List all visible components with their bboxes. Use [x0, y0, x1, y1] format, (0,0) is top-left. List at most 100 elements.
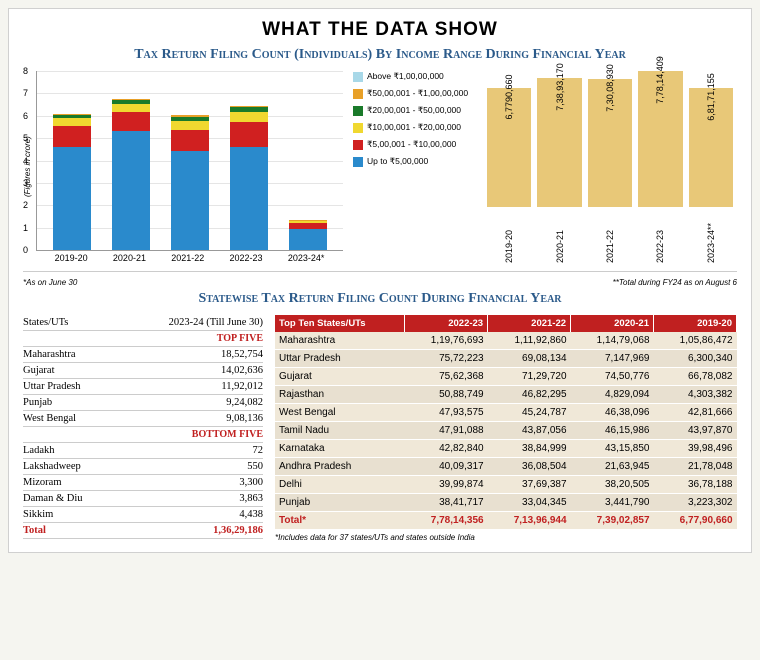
legend-label: Above ₹1,00,00,000	[367, 71, 444, 82]
legend-item: ₹20,00,001 - ₹50,00,000	[353, 105, 473, 116]
legend-item: Up to ₹5,00,000	[353, 156, 473, 167]
left-table: States/UTs2023-24 (Till June 30) TOP FIV…	[23, 315, 263, 542]
bar-segment	[171, 121, 209, 130]
y-tick: 4	[23, 156, 28, 166]
y-tick: 7	[23, 88, 28, 98]
legend-swatch	[353, 157, 363, 167]
x-label: 2021-22	[171, 253, 204, 263]
bar-segment	[230, 122, 268, 147]
table-row: West Bengal9,08,136	[23, 411, 263, 427]
top-charts-section: (Figures in crore) 012345678 2019-20 2020…	[23, 71, 737, 272]
table-row: Uttar Pradesh75,72,22369,08,1347,147,969…	[275, 350, 737, 368]
totals-bar: 6,81,71,155	[689, 88, 733, 207]
lt-h2: 2023-24 (Till June 30)	[116, 315, 263, 331]
bottom-five-label: BOTTOM FIVE	[23, 427, 263, 443]
bar-segment	[171, 130, 209, 151]
table-row: Punjab9,24,082	[23, 395, 263, 411]
bar-segment	[53, 147, 91, 251]
table-row: Ladakh72	[23, 443, 263, 459]
lt-h1: States/UTs	[23, 315, 116, 331]
stacked-bar	[289, 220, 327, 250]
totals-value: 7,78,14,409	[655, 56, 665, 104]
tables-section: States/UTs2023-24 (Till June 30) TOP FIV…	[23, 315, 737, 542]
table-row: Rajasthan50,88,74946,82,2954,829,0944,30…	[275, 386, 737, 404]
y-tick: 6	[23, 111, 28, 121]
table-row: Delhi39,99,87437,69,38738,20,50536,78,18…	[275, 476, 737, 494]
totals-bar-col: 7,38,93,170 2020-21	[537, 78, 581, 263]
infographic-container: WHAT THE DATA SHOW Tax Return Filing Cou…	[8, 8, 752, 553]
stacked-bar	[53, 114, 91, 250]
totals-chart-wrapper: 6,7790,660 2019-20 7,38,93,170 2020-21 7,30,…	[483, 71, 737, 263]
totals-bar: 7,30,08,930	[588, 79, 632, 207]
legend-swatch	[353, 123, 363, 133]
stacked-bar	[230, 106, 268, 250]
stacked-bar	[112, 99, 150, 250]
totals-bar-col: 7,30,08,930 2021-22	[588, 79, 632, 263]
x-label: 2023-24*	[288, 253, 325, 263]
table-row: Daman & Diu3,863	[23, 491, 263, 507]
totals-bar: 6,7790,660	[487, 88, 531, 207]
note-right: **Total during FY24 as on August 6	[613, 278, 737, 287]
y-tick: 3	[23, 178, 28, 188]
totals-bar: 7,78,14,409	[638, 71, 682, 207]
y-tick: 8	[23, 66, 28, 76]
rt-header: 2020-21	[571, 315, 654, 332]
y-tick: 0	[23, 245, 28, 255]
rt-header: Top Ten States/UTs	[275, 315, 405, 332]
lt-total-label: Total	[23, 523, 116, 539]
right-table-footnote: *Includes data for 37 states/UTs and sta…	[275, 533, 737, 542]
table-row: Tamil Nadu47,91,08843,87,05646,15,98643,…	[275, 422, 737, 440]
totals-bar-col: 6,7790,660 2019-20	[487, 88, 531, 263]
bar-segment	[53, 118, 91, 126]
chart-legend: Above ₹1,00,00,000 ₹50,00,001 - ₹1,00,00,…	[353, 71, 473, 263]
bar-segment	[289, 229, 327, 250]
legend-item: Above ₹1,00,00,000	[353, 71, 473, 82]
totals-bar: 7,38,93,170	[537, 78, 581, 207]
table-row: Mizoram3,300	[23, 475, 263, 491]
x-label: 2019-20	[55, 253, 88, 263]
stacked-bar	[171, 115, 209, 250]
legend-label: ₹10,00,001 - ₹20,00,000	[367, 122, 461, 133]
table-row: Lakshadweep550	[23, 459, 263, 475]
bar-segment	[171, 151, 209, 250]
main-title: WHAT THE DATA SHOW	[23, 19, 737, 41]
top-five-label: TOP FIVE	[23, 331, 263, 347]
y-axis-label: (Figures in crore)	[23, 71, 32, 263]
chart-footnotes: *As on June 30 **Total during FY24 as on…	[23, 278, 737, 287]
legend-item: ₹50,00,001 - ₹1,00,00,000	[353, 88, 473, 99]
rt-header: 2019-20	[654, 315, 737, 332]
totals-value: 7,30,08,930	[605, 64, 615, 112]
rt-header: 2021-22	[488, 315, 571, 332]
note-left: *As on June 30	[23, 278, 77, 287]
legend-swatch	[353, 89, 363, 99]
x-axis-labels: 2019-202020-212021-222022-232023-24*	[36, 251, 343, 263]
table-row: Maharashtra1,19,76,6931,11,92,8601,14,79…	[275, 332, 737, 350]
table-row: Karnataka42,82,84038,84,99943,15,85039,9…	[275, 440, 737, 458]
bar-segment	[112, 112, 150, 131]
legend-item: ₹10,00,001 - ₹20,00,000	[353, 122, 473, 133]
totals-label: 2019-20	[504, 211, 514, 263]
table-row: Andhra Pradesh40,09,31736,08,50421,63,94…	[275, 458, 737, 476]
stacked-chart-wrapper: (Figures in crore) 012345678 2019-20 2020…	[23, 71, 343, 263]
table-row: Uttar Pradesh11,92,012	[23, 379, 263, 395]
table-row: Maharashtra18,52,754	[23, 347, 263, 363]
legend-item: ₹5,00,001 - ₹10,00,000	[353, 139, 473, 150]
table-row: West Bengal47,93,57545,24,78746,38,09642…	[275, 404, 737, 422]
legend-swatch	[353, 140, 363, 150]
totals-label: 2021-22	[605, 211, 615, 263]
stacked-chart: 012345678	[36, 71, 343, 251]
totals-chart: 6,7790,660 2019-20 7,38,93,170 2020-21 7,30,…	[483, 73, 737, 263]
bar-segment	[230, 147, 268, 251]
totals-value: 6,81,71,155	[706, 73, 716, 121]
lt-total-val: 1,36,29,186	[116, 523, 263, 539]
totals-label: 2020-21	[555, 211, 565, 263]
table-row: Gujarat14,02,636	[23, 363, 263, 379]
table-row: Sikkim4,438	[23, 507, 263, 523]
x-label: 2020-21	[113, 253, 146, 263]
bar-segment	[53, 126, 91, 146]
rt-header: 2022-23	[405, 315, 488, 332]
y-tick: 1	[23, 223, 28, 233]
totals-value: 7,38,93,170	[555, 63, 565, 111]
table-section-title: Statewise Tax Return Filing Count During…	[23, 291, 737, 307]
totals-label: 2023-24**	[706, 211, 716, 263]
